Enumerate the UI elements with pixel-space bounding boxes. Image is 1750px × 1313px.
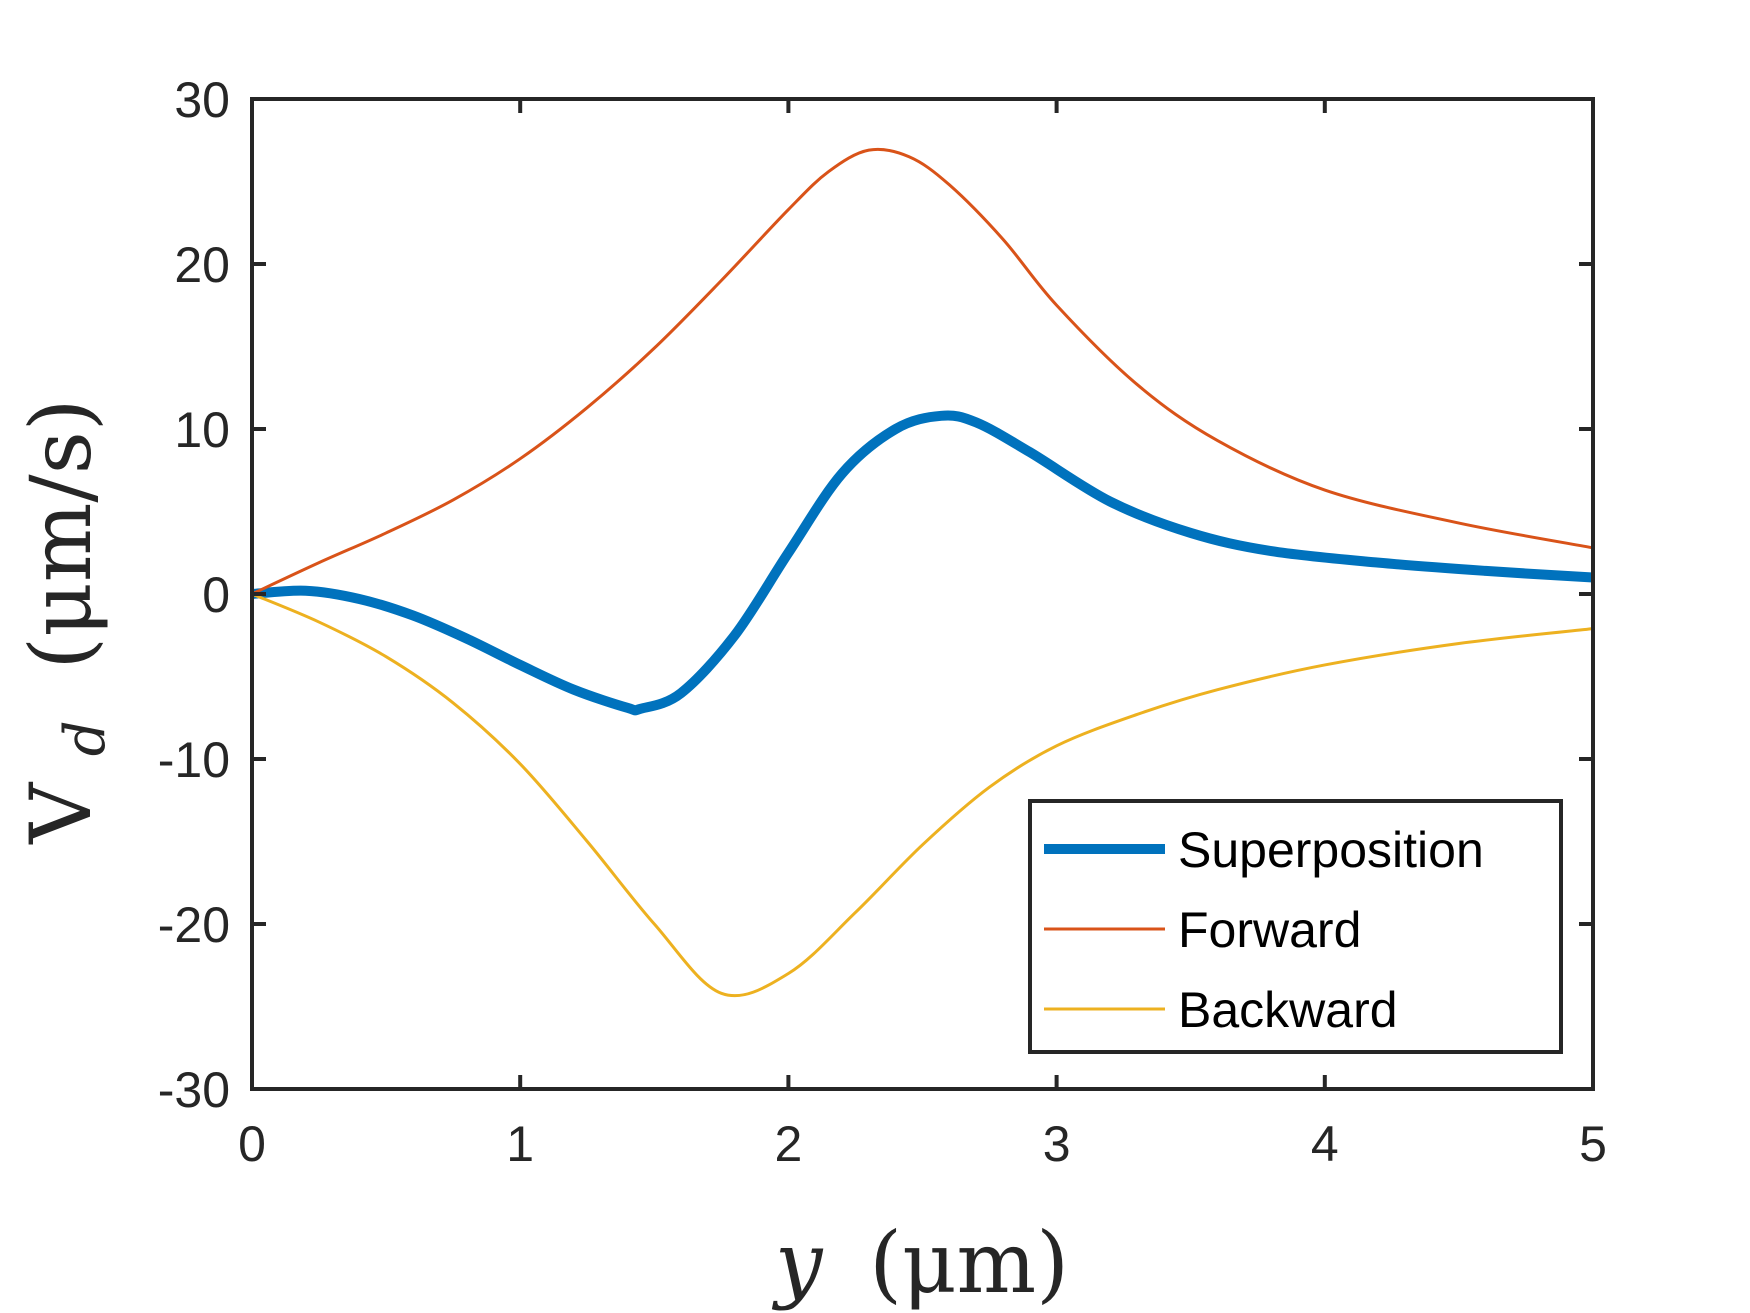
svg-text:V d (μm/s): V d (μm/s) <box>12 398 124 844</box>
legend-label-backward: Backward <box>1178 982 1398 1038</box>
series-line-backward <box>251 592 1594 998</box>
y-tick-label: 20 <box>174 237 230 293</box>
x-tick-label: 1 <box>506 1116 534 1172</box>
x-axis-label-unit: (μm) <box>869 1214 1069 1312</box>
y-axis-label: V d (μm/s) <box>12 398 124 844</box>
y-tick-label: 30 <box>174 72 230 128</box>
legend-label-superposition: Superposition <box>1178 822 1484 878</box>
series-line-superposition <box>251 410 1594 716</box>
y-axis-label-sub: d <box>53 720 118 756</box>
x-tick-label: 0 <box>238 1116 266 1172</box>
x-axis-label-var: y <box>771 1214 824 1312</box>
legend: Superposition Forward Backward <box>1028 799 1563 1054</box>
tick-layer: 0 1 2 3 4 5 30 20 10 0 -10 -20 -30 <box>158 72 1607 1172</box>
y-tick-label: 0 <box>202 567 230 623</box>
x-tick-label: 5 <box>1579 1116 1607 1172</box>
x-tick-label: 2 <box>774 1116 802 1172</box>
x-axis-label: y (μm) <box>771 1214 1069 1312</box>
y-tick-label: 10 <box>174 402 230 458</box>
y-axis-label-unit: (μm/s) <box>12 398 110 669</box>
x-tick-label: 4 <box>1311 1116 1339 1172</box>
y-axis-label-main: V <box>12 782 110 845</box>
series-layer <box>251 147 1594 998</box>
y-tick-label: -20 <box>158 897 230 953</box>
y-tick-label: -30 <box>158 1062 230 1118</box>
series-line-forward <box>251 147 1594 596</box>
legend-label-forward: Forward <box>1178 902 1361 958</box>
x-tick-label: 3 <box>1043 1116 1071 1172</box>
y-tick-label: -10 <box>158 732 230 788</box>
